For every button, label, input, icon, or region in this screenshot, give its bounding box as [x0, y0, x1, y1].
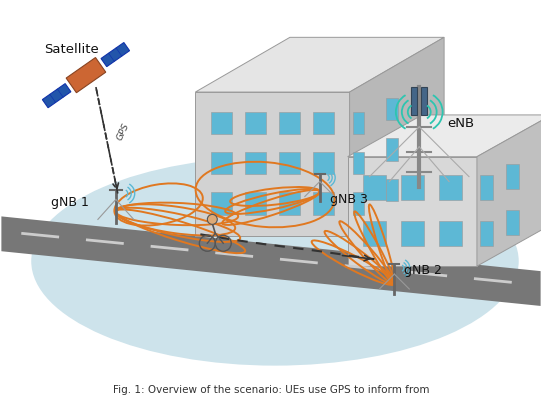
Ellipse shape: [31, 157, 519, 366]
Polygon shape: [195, 37, 444, 92]
Bar: [353, 112, 364, 134]
Bar: [363, 175, 386, 200]
Bar: [480, 221, 493, 246]
Polygon shape: [101, 42, 130, 67]
Bar: [421, 87, 427, 115]
Polygon shape: [477, 115, 542, 266]
Bar: [401, 175, 424, 200]
Polygon shape: [42, 84, 71, 108]
Bar: [313, 192, 333, 215]
Bar: [279, 112, 300, 134]
Bar: [439, 175, 462, 200]
Bar: [439, 221, 462, 246]
Bar: [313, 152, 333, 174]
Bar: [386, 98, 398, 120]
Bar: [211, 152, 232, 174]
Bar: [386, 138, 398, 161]
Text: Fig. 1: Overview of the scenario: UEs use GPS to inform from: Fig. 1: Overview of the scenario: UEs us…: [113, 385, 429, 396]
Bar: [246, 112, 266, 134]
Text: gNB 1: gNB 1: [51, 196, 89, 209]
Text: eNB: eNB: [447, 117, 474, 130]
Bar: [386, 179, 398, 201]
Text: GPS: GPS: [115, 122, 131, 142]
Polygon shape: [2, 216, 540, 306]
Text: gNB 3: gNB 3: [330, 194, 367, 206]
Bar: [506, 164, 519, 190]
Polygon shape: [347, 115, 542, 157]
Bar: [363, 221, 386, 246]
Bar: [401, 221, 424, 246]
Text: Satellite: Satellite: [44, 43, 99, 56]
Bar: [211, 192, 232, 215]
Bar: [353, 152, 364, 174]
Polygon shape: [350, 37, 444, 236]
Bar: [506, 210, 519, 236]
Bar: [246, 192, 266, 215]
Bar: [480, 175, 493, 200]
Bar: [246, 152, 266, 174]
Bar: [211, 112, 232, 134]
Bar: [279, 152, 300, 174]
Polygon shape: [66, 57, 106, 93]
Polygon shape: [195, 92, 350, 236]
Bar: [411, 87, 417, 115]
Bar: [313, 112, 333, 134]
Bar: [353, 192, 364, 215]
Text: gNB 2: gNB 2: [404, 264, 442, 277]
Bar: [279, 192, 300, 215]
Circle shape: [208, 214, 217, 225]
Polygon shape: [347, 157, 477, 266]
